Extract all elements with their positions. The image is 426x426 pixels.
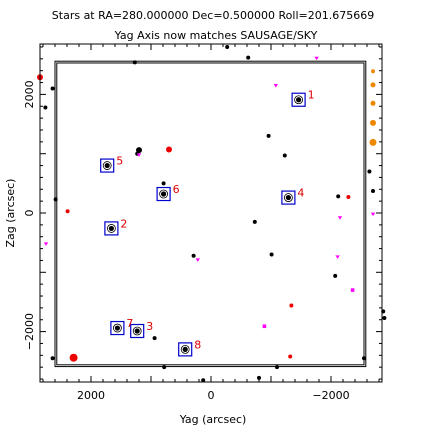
detector-inner-box [56,62,365,366]
magenta-star [335,255,340,259]
magenta-star [337,216,343,220]
magenta-star [350,288,355,292]
chart-title: Stars at RA=280.000000 Dec=0.500000 Roll… [52,9,374,22]
black-star [382,315,387,320]
selected-star-label: 6 [173,183,180,196]
x-tick-label: 2000 [77,389,105,402]
selected-star-box [130,323,145,339]
selected-star-label: 8 [194,338,201,351]
black-star [269,252,274,257]
selected-star-box [110,320,125,336]
red-star [289,303,294,308]
black-star [53,197,58,202]
selected-star-label: 4 [297,187,304,200]
black-star [252,219,257,224]
black-star [367,169,372,174]
selected-star-label: 2 [120,217,127,230]
black-star [336,194,341,199]
black-star [191,253,196,258]
selected-star-ring [102,161,112,170]
orange-star [370,100,376,106]
red-star [166,146,172,153]
magenta-star [370,212,376,217]
selected-star-box [104,221,119,236]
selected-star-dot [182,346,188,352]
red-star [346,194,351,199]
black-star [246,55,251,60]
selected-star-ring [113,323,122,333]
selected-star-box [156,186,171,202]
selected-star-ring [132,326,142,336]
black-star [371,189,375,194]
selected-star-box [281,190,296,205]
magenta-star [314,56,319,61]
black-star [225,44,230,49]
red-star [69,353,78,362]
black-star [50,356,55,361]
red-star [288,354,293,359]
y-tick-label: 2000 [23,80,36,108]
black-star [282,153,287,158]
black-star [161,181,166,186]
red-star [65,209,70,214]
orange-star [370,119,376,126]
selected-star-dot [285,194,291,201]
magenta-star [273,84,278,88]
detector-outline [54,60,367,368]
selected-star-dot [296,97,302,103]
selected-star-dot [134,328,140,334]
black-star [275,365,279,370]
selected-star-ring [283,193,293,202]
black-star [362,356,366,361]
black-star [152,336,157,341]
black-star [43,105,48,110]
y-tick-label: 0 [23,210,36,217]
orange-star [369,138,377,146]
selected-star-label: 7 [126,317,133,330]
magenta-star [195,258,200,262]
star-markers [37,44,387,383]
selected-star-dot [161,191,167,197]
selected-star-box [178,342,193,357]
tick-layer: 2000 0 −2000 2000 0 −2000 [23,44,382,402]
selected-star-dot [108,225,114,232]
y-tick-label: −2000 [23,313,36,350]
x-axis-label: Yag (arcsec) [179,413,247,426]
orange-star [370,82,376,88]
selected-star-ring [180,344,190,354]
detector-outer-box [54,60,367,368]
selected-star-box [291,92,306,107]
black-star [333,273,338,278]
magenta-star [262,324,267,329]
selected-stars: 1 2 3 4 5 6 7 8 [100,89,315,357]
x-tick-label: 0 [208,389,215,402]
chart-subtitle: Yag Axis now matches SAUSAGE/SKY [114,29,318,42]
black-star [162,365,167,370]
selected-star-label: 5 [116,155,123,168]
black-star [132,60,137,65]
black-star [257,375,261,380]
black-star [266,133,271,138]
selected-star-ring [107,224,116,233]
y-axis-label: Zag (arcsec) [4,179,17,248]
orange-star [371,69,375,74]
black-star [136,147,142,154]
magenta-star [43,242,49,246]
selected-star-dot [114,325,120,331]
x-tick-label: −2000 [312,389,349,402]
selected-star-dot [104,162,110,169]
plot-frame [39,43,383,383]
magenta-star [136,153,142,157]
selected-star-box [100,158,115,173]
selected-star-ring [294,95,304,105]
black-star [201,378,206,383]
selected-star-label: 1 [308,89,315,102]
black-star [50,86,55,91]
selected-star-ring [159,189,169,199]
selected-star-label: 3 [146,320,153,333]
